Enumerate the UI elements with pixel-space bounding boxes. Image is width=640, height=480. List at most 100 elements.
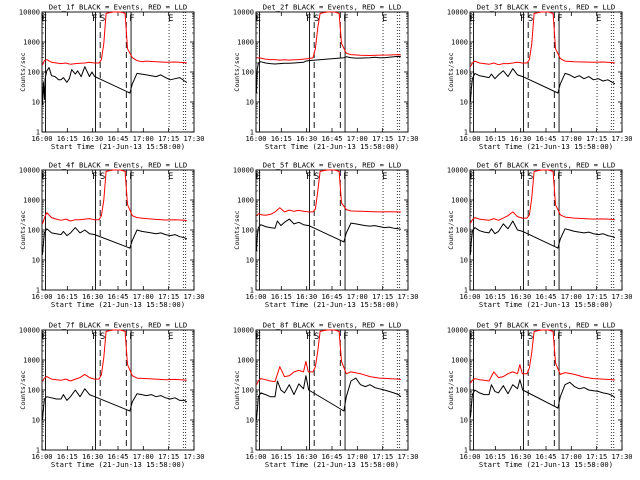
x-tick-label: 16:15 [485, 293, 506, 301]
y-tick-label: 100 [241, 69, 254, 77]
interval-marker: F [92, 14, 97, 24]
x-tick-label: 17:30 [611, 135, 632, 143]
x-tick-label: 16:30 [296, 453, 317, 461]
x-tick-label: 16:00 [245, 293, 266, 301]
x-axis-label: Start Time (21-Jun-13 15:58:00) [479, 142, 613, 151]
series-events-line [256, 375, 402, 421]
panel-title: Det_2f BLACK = Events, RED = LLD [263, 3, 401, 12]
series-lld-line [470, 329, 615, 384]
x-axis-label: Start Time (21-Jun-13 15:58:00) [265, 460, 399, 469]
detector-panel: Det_3f BLACK = Events, RED = LLD 1 10 100 10… [447, 3, 633, 152]
interval-marker: F [129, 332, 134, 342]
detector-panel: Det_1f BLACK = Events, RED = LLD 1 10 100 10… [19, 3, 205, 152]
interval-marker: S [314, 14, 319, 24]
x-tick-label: 17:30 [611, 453, 632, 461]
interval-marker: S [100, 14, 105, 24]
interval-marker: E [470, 332, 475, 342]
x-tick-label: 17:15 [586, 135, 607, 143]
x-tick-label: 16:45 [535, 135, 556, 143]
x-tick-label: 16:45 [321, 135, 342, 143]
detector-panel: Det_4f BLACK = Events, RED = LLD 1 10 100 10… [19, 161, 205, 310]
interval-marker: E [256, 172, 261, 182]
x-tick-label: 16:30 [296, 293, 317, 301]
y-axis-label: Counts/sec [19, 52, 27, 91]
interval-marker: E [596, 332, 601, 342]
y-axis-label: Counts/sec [233, 210, 241, 249]
y-tick-label: 10000 [233, 9, 254, 17]
panel-title: Det_7f BLACK = Events, RED = LLD [49, 321, 187, 330]
x-tick-label: 16:45 [107, 453, 128, 461]
y-tick-label: 1000 [23, 197, 40, 205]
x-axis-label: Start Time (21-Jun-13 15:58:00) [479, 300, 613, 309]
x-tick-label: 16:00 [31, 293, 52, 301]
x-tick-label: 17:00 [133, 135, 154, 143]
x-axis-label: Start Time (21-Jun-13 15:58:00) [479, 460, 613, 469]
y-tick-label: 10 [32, 99, 40, 107]
panel-title: Det_3f BLACK = Events, RED = LLD [477, 3, 615, 12]
x-tick-label: 17:00 [561, 453, 582, 461]
x-tick-label: 17:15 [372, 135, 393, 143]
detector-panel: Det_7f BLACK = Events, RED = LLD 1 10 100 10… [19, 321, 205, 470]
x-tick-label: 16:45 [107, 135, 128, 143]
x-tick-label: 16:30 [510, 293, 531, 301]
x-tick-label: 16:30 [82, 293, 103, 301]
x-tick-label: 16:00 [459, 293, 480, 301]
x-tick-label: 17:00 [347, 293, 368, 301]
x-tick-label: 16:15 [485, 135, 506, 143]
interval-marker: E [168, 332, 173, 342]
series-events-line [470, 379, 616, 418]
y-tick-label: 1000 [237, 197, 254, 205]
plot-frame [469, 329, 623, 451]
x-tick-label: 17:00 [561, 293, 582, 301]
interval-marker: E [382, 14, 387, 24]
y-tick-label: 10000 [19, 9, 40, 17]
y-tick-label: 1 [250, 447, 254, 455]
y-tick-label: 10 [460, 257, 468, 265]
x-tick-label: 16:15 [485, 453, 506, 461]
y-axis-label: Counts/sec [19, 370, 27, 409]
x-tick-label: 16:30 [510, 453, 531, 461]
y-axis-label: Counts/sec [447, 370, 455, 409]
interval-marker: F [520, 172, 525, 182]
interval-marker: F [343, 172, 348, 182]
y-tick-label: 10 [460, 99, 468, 107]
x-axis-label: Start Time (21-Jun-13 15:58:00) [51, 300, 185, 309]
y-tick-label: 10000 [233, 327, 254, 335]
x-tick-label: 16:45 [321, 293, 342, 301]
x-tick-label: 17:15 [158, 293, 179, 301]
y-tick-label: 1 [250, 287, 254, 295]
detector-panel: Det_9f BLACK = Events, RED = LLD 1 10 100 10… [447, 321, 633, 470]
interval-marker: F [557, 14, 562, 24]
x-tick-label: 17:15 [158, 135, 179, 143]
x-tick-label: 16:00 [245, 453, 266, 461]
series-events-line [42, 388, 188, 421]
interval-marker: E [256, 14, 261, 24]
panel-title: Det_5f BLACK = Events, RED = LLD [263, 161, 401, 170]
plot-frame [469, 11, 623, 133]
interval-marker: E [256, 332, 261, 342]
x-tick-label: 17:15 [586, 453, 607, 461]
x-tick-label: 16:00 [31, 453, 52, 461]
detector-panel: Det_5f BLACK = Events, RED = LLD 1 10 100 10… [233, 161, 419, 310]
x-tick-label: 16:00 [459, 453, 480, 461]
y-tick-label: 1 [36, 287, 40, 295]
y-tick-label: 10000 [447, 9, 468, 17]
panel-title: Det_6f BLACK = Events, RED = LLD [477, 161, 615, 170]
interval-marker: F [306, 332, 311, 342]
y-tick-label: 10 [246, 257, 254, 265]
x-tick-label: 17:00 [561, 135, 582, 143]
y-axis-label: Counts/sec [233, 370, 241, 409]
plot-frame [255, 169, 409, 291]
x-tick-label: 16:30 [296, 135, 317, 143]
x-tick-label: 16:15 [57, 293, 78, 301]
interval-marker: E [382, 172, 387, 182]
x-tick-label: 16:00 [459, 135, 480, 143]
y-tick-label: 100 [455, 69, 468, 77]
x-tick-label: 16:15 [57, 453, 78, 461]
x-tick-label: 17:15 [372, 453, 393, 461]
plot-frame [41, 11, 195, 133]
x-tick-label: 17:00 [133, 293, 154, 301]
interval-marker: S [100, 332, 105, 342]
interval-marker: F [306, 172, 311, 182]
x-tick-label: 16:15 [57, 135, 78, 143]
